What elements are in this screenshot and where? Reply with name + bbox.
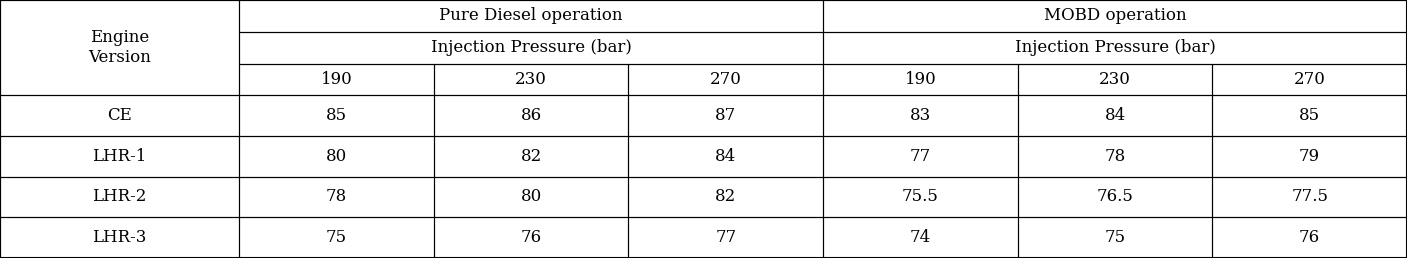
Text: 78: 78 xyxy=(1104,148,1126,165)
Text: 75: 75 xyxy=(326,229,348,246)
Text: 75.5: 75.5 xyxy=(902,188,938,205)
Text: 190: 190 xyxy=(905,71,936,88)
Text: 80: 80 xyxy=(326,148,348,165)
Text: Injection Pressure (bar): Injection Pressure (bar) xyxy=(431,39,632,57)
Text: 85: 85 xyxy=(326,107,348,124)
Text: 74: 74 xyxy=(910,229,931,246)
Text: 82: 82 xyxy=(521,148,542,165)
Text: 87: 87 xyxy=(715,107,736,124)
Text: 84: 84 xyxy=(715,148,736,165)
Text: LHR-3: LHR-3 xyxy=(93,229,146,246)
Text: 75: 75 xyxy=(1104,229,1126,246)
Text: 82: 82 xyxy=(715,188,736,205)
Text: LHR-2: LHR-2 xyxy=(93,188,146,205)
Text: Pure Diesel operation: Pure Diesel operation xyxy=(439,7,623,25)
Text: 77.5: 77.5 xyxy=(1292,188,1328,205)
Text: 84: 84 xyxy=(1104,107,1126,124)
Text: 76: 76 xyxy=(1299,229,1320,246)
Text: 230: 230 xyxy=(1099,71,1131,88)
Text: 270: 270 xyxy=(1294,71,1325,88)
Text: 230: 230 xyxy=(515,71,547,88)
Text: 76: 76 xyxy=(521,229,542,246)
Text: 270: 270 xyxy=(709,71,741,88)
Text: 78: 78 xyxy=(326,188,348,205)
Text: MOBD operation: MOBD operation xyxy=(1044,7,1186,25)
Text: Engine
Version: Engine Version xyxy=(89,29,151,66)
Text: CE: CE xyxy=(107,107,132,124)
Text: LHR-1: LHR-1 xyxy=(93,148,146,165)
Text: 76.5: 76.5 xyxy=(1096,188,1134,205)
Text: 77: 77 xyxy=(910,148,931,165)
Text: Injection Pressure (bar): Injection Pressure (bar) xyxy=(1014,39,1216,57)
Text: 83: 83 xyxy=(910,107,931,124)
Text: 190: 190 xyxy=(321,71,352,88)
Text: 77: 77 xyxy=(715,229,736,246)
Text: 86: 86 xyxy=(521,107,542,124)
Text: 79: 79 xyxy=(1299,148,1320,165)
Text: 80: 80 xyxy=(521,188,542,205)
Text: 85: 85 xyxy=(1299,107,1320,124)
